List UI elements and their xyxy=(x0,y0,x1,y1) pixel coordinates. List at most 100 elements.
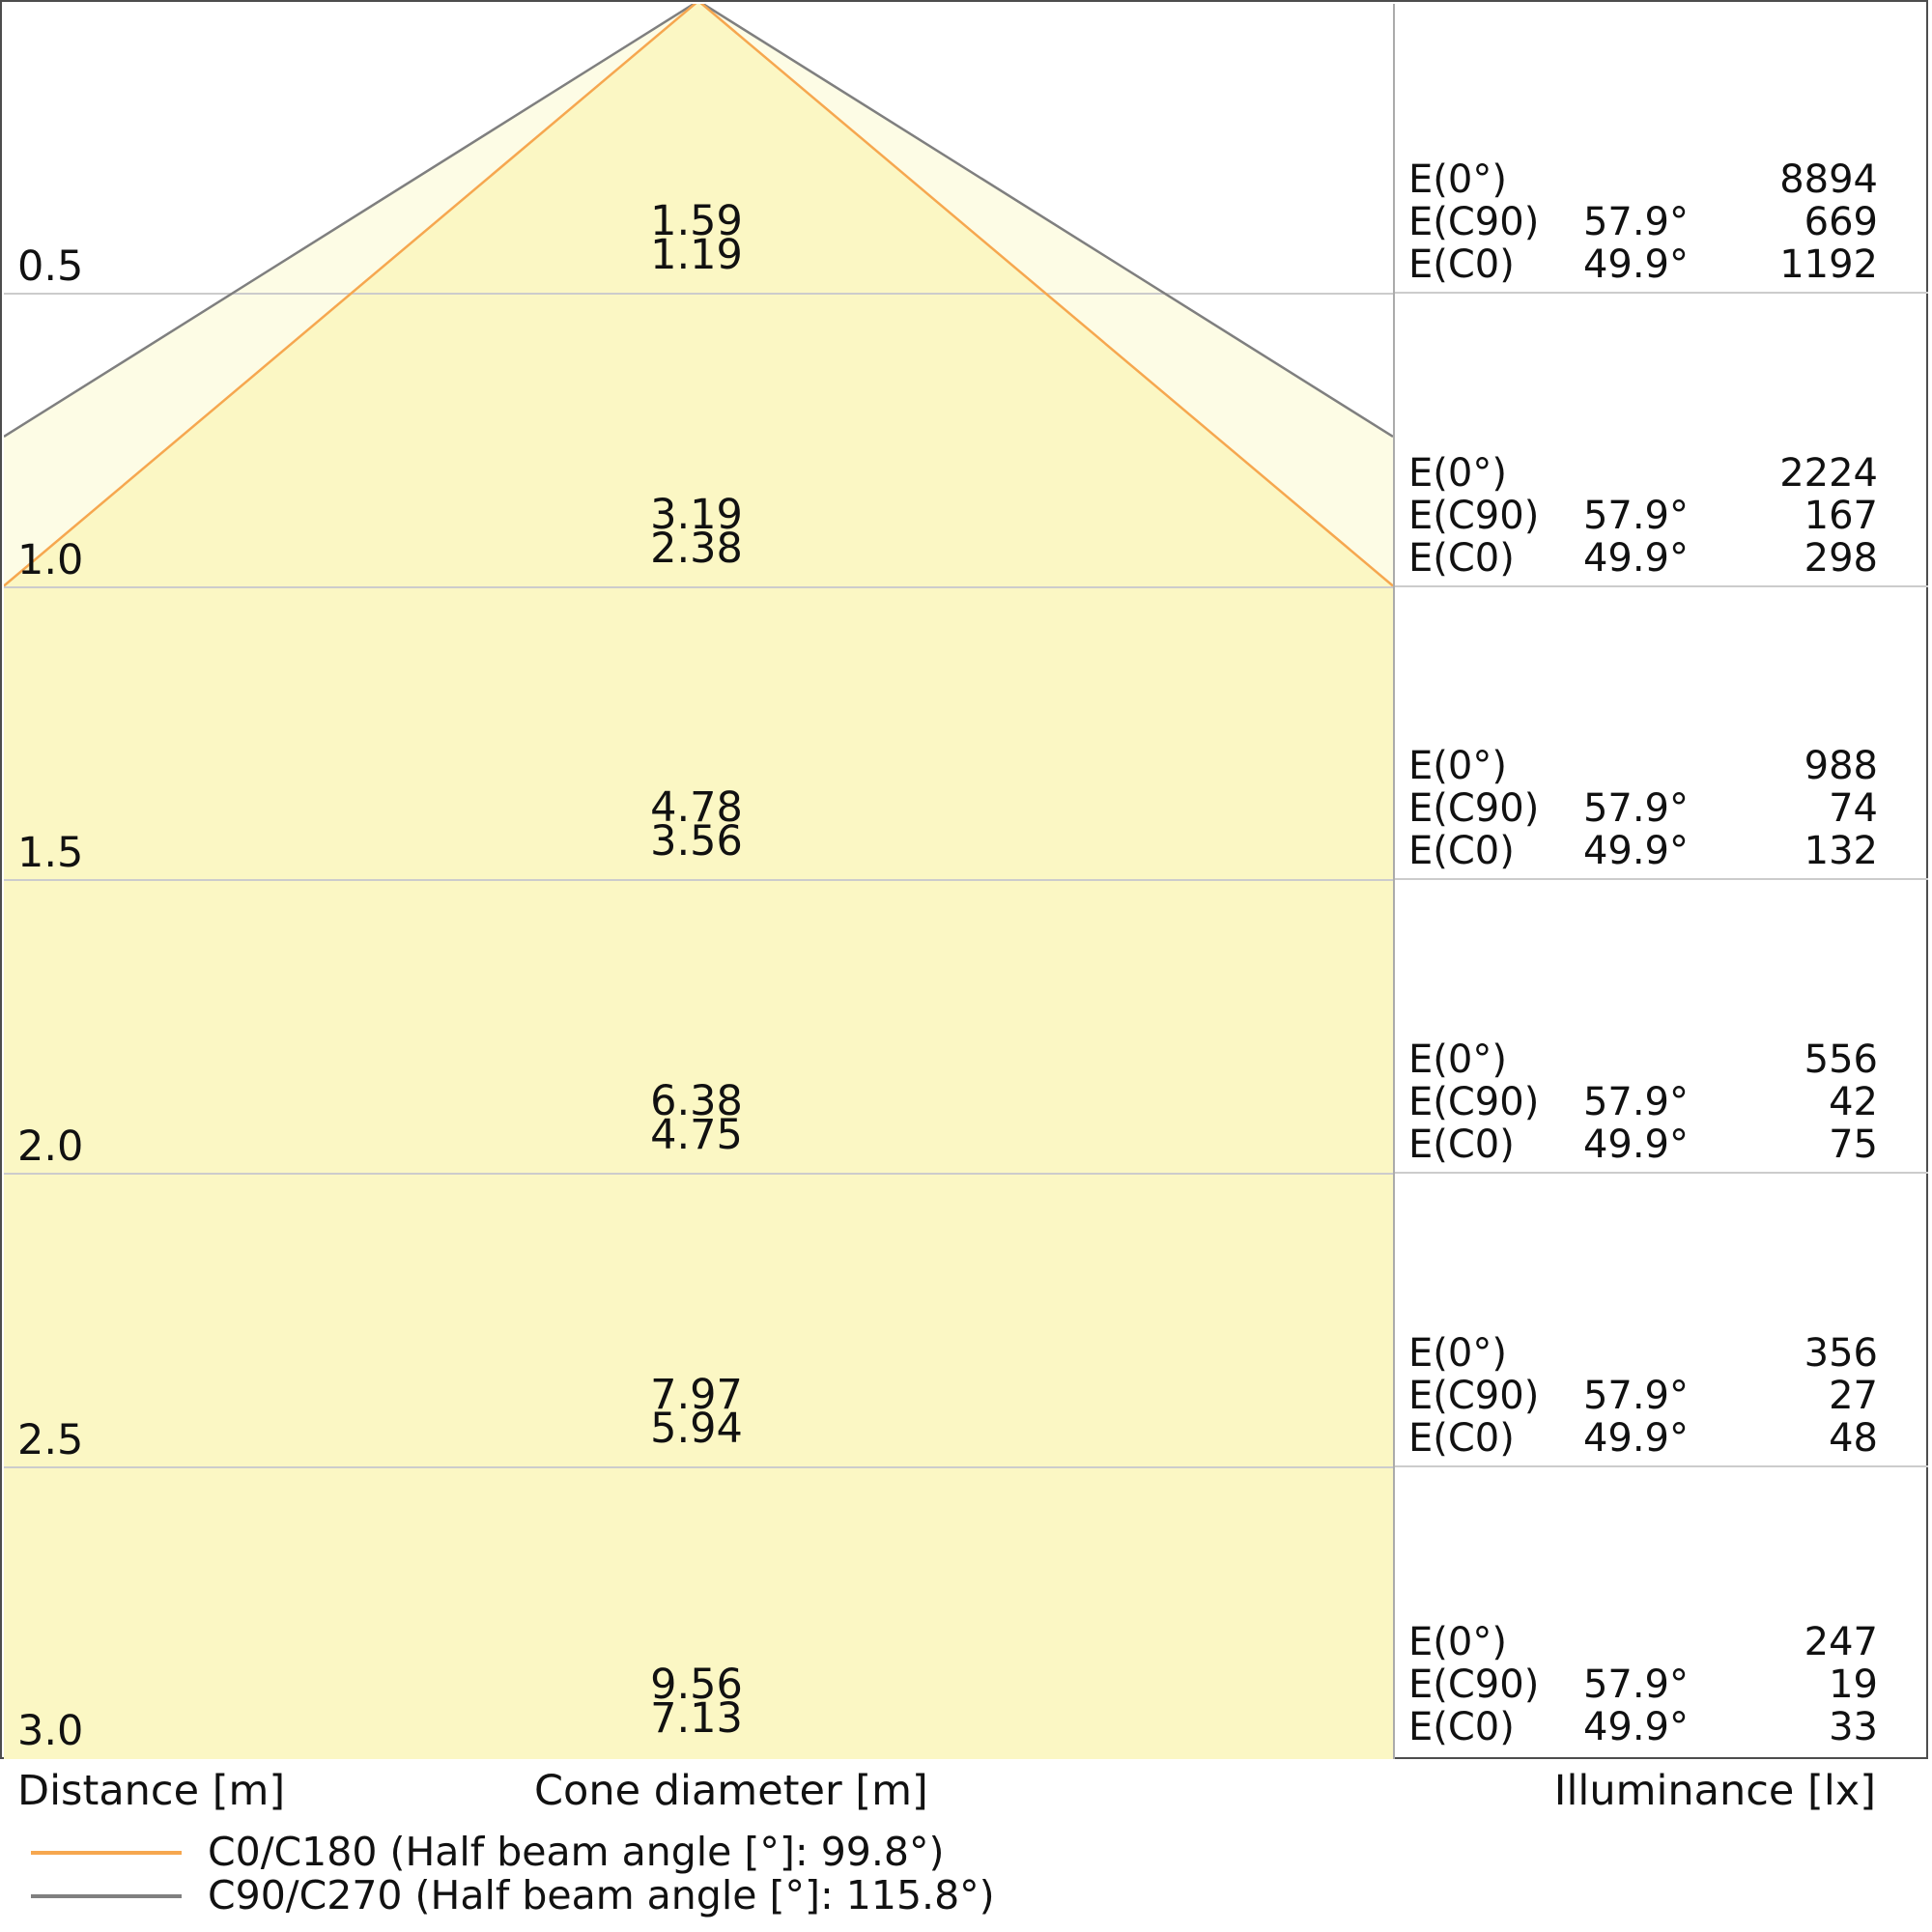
e-value: 556 xyxy=(1804,1037,1878,1082)
c90-legend-label: C90/C270 (Half beam angle [°]: 115.8°) xyxy=(208,1872,995,1918)
cone-diameter-c90: 1.59 xyxy=(650,197,743,245)
e-angle: 49.9° xyxy=(1582,536,1689,581)
c0-legend-line xyxy=(31,1851,182,1855)
cone-diameter-c0: 7.13 xyxy=(650,1694,743,1743)
cone-diameter-c90: 7.97 xyxy=(650,1371,743,1419)
e-value: 356 xyxy=(1804,1331,1878,1376)
e-value: 48 xyxy=(1829,1416,1878,1461)
e-value: 1192 xyxy=(1779,242,1878,287)
e-angle: 57.9° xyxy=(1582,494,1689,538)
panel-gridline xyxy=(1395,1172,1928,1174)
e-label: E(0°) xyxy=(1408,157,1507,202)
illuminance-row: E(C0) 49.9° 48 xyxy=(1408,1417,1878,1460)
e-label: E(C90) xyxy=(1408,786,1540,831)
e-value: 2224 xyxy=(1779,451,1878,496)
e-angle: 57.9° xyxy=(1582,786,1689,831)
c0-cone-fill xyxy=(4,4,1393,1759)
illuminance-row: E(0°) 2224 xyxy=(1408,452,1878,495)
illuminance-row: E(C90) 57.9° 42 xyxy=(1408,1081,1878,1123)
e-angle xyxy=(1582,1621,1689,1663)
e-angle: 49.9° xyxy=(1582,829,1689,873)
illuminance-row: E(C90) 57.9° 27 xyxy=(1408,1375,1878,1417)
e-label: E(C0) xyxy=(1408,536,1515,581)
e-angle: 57.9° xyxy=(1582,1374,1689,1418)
distance-tick-label: 1.0 xyxy=(17,536,84,584)
cone-diameter-c0: 2.38 xyxy=(650,525,743,573)
illuminance-row: E(C0) 49.9° 1192 xyxy=(1408,243,1878,286)
e-value: 42 xyxy=(1829,1080,1878,1124)
e-angle xyxy=(1582,745,1689,787)
distance-axis-title: Distance [m] xyxy=(17,1767,286,1815)
cone-diameter-axis-title: Cone diameter [m] xyxy=(534,1767,928,1815)
illuminance-block: E(0°) 247 E(C90) 57.9° 19 E(C0) 49.9° 33 xyxy=(1408,1621,1878,1748)
cone-diameter-c0: 5.94 xyxy=(650,1405,743,1453)
panel-gridline xyxy=(1395,585,1928,587)
c90-legend-line xyxy=(31,1894,182,1898)
distance-tick-label: 2.0 xyxy=(17,1122,84,1171)
e-value: 19 xyxy=(1829,1662,1878,1707)
e-angle: 49.9° xyxy=(1582,1122,1689,1167)
cone-diameter-labels: 6.38 4.75 xyxy=(2,1077,1391,1159)
panel-gridline xyxy=(1395,1465,1928,1467)
e-angle: 49.9° xyxy=(1582,1705,1689,1749)
e-label: E(C90) xyxy=(1408,1080,1540,1124)
illuminance-block: E(0°) 2224 E(C90) 57.9° 167 E(C0) 49.9° … xyxy=(1408,452,1878,580)
e-angle xyxy=(1582,1038,1689,1081)
cone-diameter-c90: 9.56 xyxy=(650,1661,743,1709)
cone-diameter-c90: 6.38 xyxy=(650,1077,743,1125)
illuminance-row: E(C0) 49.9° 298 xyxy=(1408,537,1878,580)
distance-gridlines xyxy=(4,293,1393,1468)
chart-frame xyxy=(0,0,1928,1759)
e-label: E(C0) xyxy=(1408,829,1515,873)
distance-tick-label: 3.0 xyxy=(17,1707,84,1755)
illuminance-row: E(C0) 49.9° 33 xyxy=(1408,1706,1878,1748)
e-value: 8894 xyxy=(1779,157,1878,202)
e-label: E(0°) xyxy=(1408,1620,1507,1664)
e-label: E(C0) xyxy=(1408,1416,1515,1461)
cone-diameter-labels: 9.56 7.13 xyxy=(2,1661,1391,1743)
e-label: E(C90) xyxy=(1408,1662,1540,1707)
c0-legend-label: C0/C180 (Half beam angle [°]: 99.8°) xyxy=(208,1829,945,1875)
e-value: 669 xyxy=(1804,200,1878,244)
cone-diameter-c90: 4.78 xyxy=(650,783,743,832)
illuminance-row: E(0°) 556 xyxy=(1408,1038,1878,1081)
distance-tick-label: 2.5 xyxy=(17,1416,84,1464)
cone-diameter-c0: 3.56 xyxy=(650,817,743,866)
e-label: E(0°) xyxy=(1408,1331,1507,1376)
e-value: 74 xyxy=(1829,786,1878,831)
cone-diameter-labels: 1.59 1.19 xyxy=(2,197,1391,276)
e-value: 75 xyxy=(1829,1122,1878,1167)
e-value: 132 xyxy=(1804,829,1878,873)
cone-diameter-labels: 3.19 2.38 xyxy=(2,495,1391,573)
cone-diameter-c0: 4.75 xyxy=(650,1111,743,1159)
e-value: 33 xyxy=(1829,1705,1878,1749)
illuminance-axis-title: Illuminance [lx] xyxy=(1553,1767,1876,1815)
illuminance-row: E(C90) 57.9° 74 xyxy=(1408,787,1878,830)
beam-cone-svg xyxy=(4,4,1393,1759)
illuminance-block: E(0°) 356 E(C90) 57.9° 27 E(C0) 49.9° 48 xyxy=(1408,1332,1878,1460)
e-label: E(0°) xyxy=(1408,744,1507,788)
illuminance-row: E(0°) 988 xyxy=(1408,745,1878,787)
c90-beam-line xyxy=(4,4,1393,439)
e-angle xyxy=(1582,452,1689,495)
e-value: 167 xyxy=(1804,494,1878,538)
e-angle xyxy=(1582,158,1689,201)
illuminance-row: E(0°) 8894 xyxy=(1408,158,1878,201)
e-label: E(C90) xyxy=(1408,494,1540,538)
distance-tick-label: 0.5 xyxy=(17,242,84,291)
panel-divider xyxy=(1393,4,1395,1759)
panel-gridline xyxy=(1395,878,1928,880)
illuminance-row: E(0°) 247 xyxy=(1408,1621,1878,1663)
cone-plot-area xyxy=(4,4,1393,1759)
e-value: 988 xyxy=(1804,744,1878,788)
illuminance-row: E(C0) 49.9° 75 xyxy=(1408,1123,1878,1166)
e-label: E(C0) xyxy=(1408,242,1515,287)
illuminance-row: E(C90) 57.9° 19 xyxy=(1408,1663,1878,1706)
panel-gridline xyxy=(1395,292,1928,294)
e-angle: 49.9° xyxy=(1582,1416,1689,1461)
e-value: 298 xyxy=(1804,536,1878,581)
e-label: E(0°) xyxy=(1408,1037,1507,1082)
e-angle: 57.9° xyxy=(1582,200,1689,244)
c0-beam-line xyxy=(4,4,1393,587)
illuminance-block: E(0°) 988 E(C90) 57.9° 74 E(C0) 49.9° 13… xyxy=(1408,745,1878,872)
